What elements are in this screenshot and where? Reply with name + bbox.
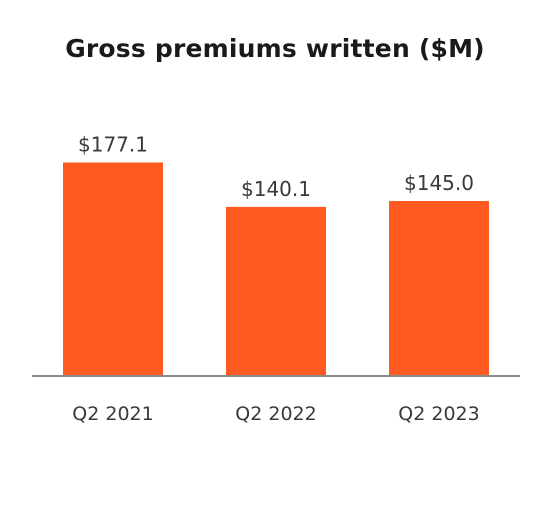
value-label: $140.1 <box>241 177 311 201</box>
chart-title: Gross premiums written ($M) <box>65 34 485 63</box>
x-tick-label: Q2 2023 <box>398 403 479 425</box>
value-label: $145.0 <box>404 171 474 195</box>
x-tick-label: Q2 2022 <box>235 403 316 425</box>
bar-q2-2023 <box>389 201 489 375</box>
value-label: $177.1 <box>78 132 148 156</box>
x-tick-labels-group: Q2 2021 Q2 2022 Q2 2023 <box>72 403 479 425</box>
bar-q2-2021 <box>63 162 163 375</box>
bar-q2-2022 <box>226 206 326 375</box>
x-tick-label: Q2 2021 <box>72 403 153 425</box>
bars-group <box>63 162 489 375</box>
value-labels-group: $177.1 $140.1 $145.0 <box>78 132 474 200</box>
